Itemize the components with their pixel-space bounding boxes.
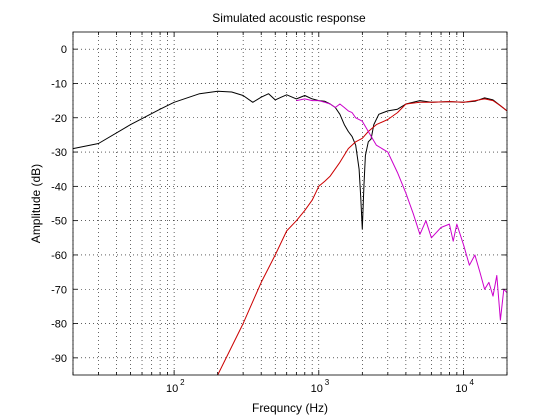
axis-ticks: [72, 32, 508, 375]
y-tick-label: -90: [51, 353, 67, 365]
x-tick-label: 103: [311, 378, 330, 395]
y-tick-label: -20: [51, 113, 67, 125]
x-tick-label: 104: [455, 378, 474, 395]
series-line-3: [296, 98, 508, 321]
y-tick-label: -30: [51, 147, 67, 159]
x-tick-exponent: 2: [180, 378, 185, 387]
x-tick-base: 10: [311, 383, 323, 395]
y-tick-label: -40: [51, 181, 67, 193]
x-tick-base: 10: [455, 383, 467, 395]
y-tick-label: 0: [61, 44, 67, 56]
x-axis-label: Frequncy (Hz): [252, 401, 328, 415]
x-tick-label: 102: [166, 378, 185, 395]
y-tick-labels: 0 -10 -20 -30 -40 -50 -60 -70 -80 -90: [51, 44, 67, 365]
x-tick-base: 10: [166, 383, 178, 395]
y-tick-label: -60: [51, 250, 67, 262]
grid-lines: [72, 32, 508, 375]
plot-frame: [72, 31, 508, 376]
y-axis-label: Amplitude (dB): [29, 164, 43, 243]
y-tick-label: -80: [51, 319, 67, 331]
chart-title: Simulated acoustic response: [212, 11, 366, 25]
y-tick-label: -10: [51, 78, 67, 90]
data-series: [72, 90, 508, 376]
x-tick-exponent: 4: [469, 378, 474, 387]
series-line-2: [217, 98, 508, 376]
x-tick-exponent: 3: [325, 378, 330, 387]
series-line-1: [72, 90, 508, 230]
y-tick-label: -70: [51, 284, 67, 296]
y-tick-label: -50: [51, 216, 67, 228]
